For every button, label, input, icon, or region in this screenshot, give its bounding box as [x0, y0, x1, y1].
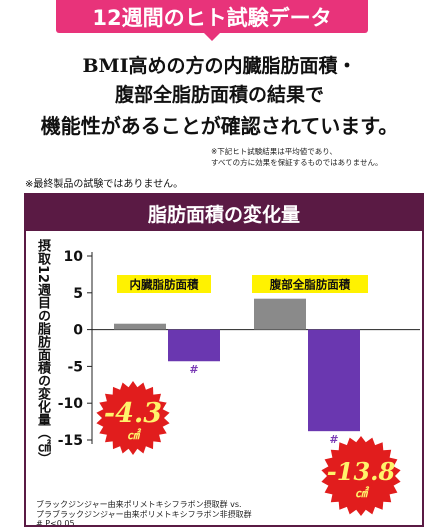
banner-text: 12週間のヒト試験データ: [92, 5, 332, 30]
header-banner: 12週間のヒト試験データ: [56, 0, 368, 33]
callout-value: -13.8: [327, 457, 396, 486]
callout-burst: [321, 436, 401, 516]
footnote-line-1: ※下記ヒト試験結果は平均値であり、: [211, 147, 337, 156]
treatment-bar: [168, 329, 220, 362]
legend-line-2: プラブラックジンジャー由来ポリメトキシフラボン非摂取群: [36, 510, 252, 519]
chart-container: 脂肪面積の変化量 摂取12週目の脂肪面積の変化量（㎠） 10 5 0 -5 -10 -15…: [24, 193, 424, 527]
significance-note: # P<0.05: [36, 519, 75, 527]
y-tick-label: -15: [58, 433, 83, 449]
category-label: 内臓脂肪面積: [130, 278, 199, 292]
callout-burst: [96, 381, 170, 455]
control-bar: [114, 323, 166, 330]
chart-title: 脂肪面積の変化量: [147, 203, 300, 226]
headline-line-3: 機能性があることが確認されています。: [40, 114, 399, 138]
y-tick-label: -10: [58, 396, 84, 412]
category-label-box: [252, 275, 368, 293]
chart-title-bar: 脂肪面積の変化量: [26, 195, 422, 231]
disclaimer-text: ※最終製品の試験ではありません。: [25, 179, 184, 190]
significance-marker: #: [189, 363, 198, 376]
y-tick-label: 5: [73, 286, 83, 302]
category-label: 腹部全脂肪面積: [270, 278, 351, 292]
y-tick-label: 0: [73, 323, 83, 339]
headline-line-2: 腹部全脂肪面積の結果で: [114, 84, 324, 106]
headline-line-1: BMI高めの方の内臓脂肪面積・: [82, 55, 357, 77]
treatment-bar: [308, 329, 360, 432]
callout-unit: ㎠: [355, 486, 370, 500]
category-label-box: [117, 275, 211, 293]
y-tick-label: 10: [64, 249, 84, 265]
y-axis-label: 摂取12週目の脂肪面積の変化量（㎠）: [35, 239, 50, 466]
control-bar: [254, 298, 306, 330]
banner-pointer: [203, 32, 221, 41]
footnote-line-2: すべての方に効果を保証するものではありません。: [211, 158, 383, 167]
significance-marker: #: [329, 433, 338, 446]
y-tick-label: -5: [67, 359, 83, 375]
callout-value: -4.3: [104, 398, 162, 429]
legend-line-1: ブラックジンジャー由来ポリメトキシフラボン摂取群 vs.: [36, 500, 242, 509]
callout-unit: ㎠: [127, 428, 142, 442]
